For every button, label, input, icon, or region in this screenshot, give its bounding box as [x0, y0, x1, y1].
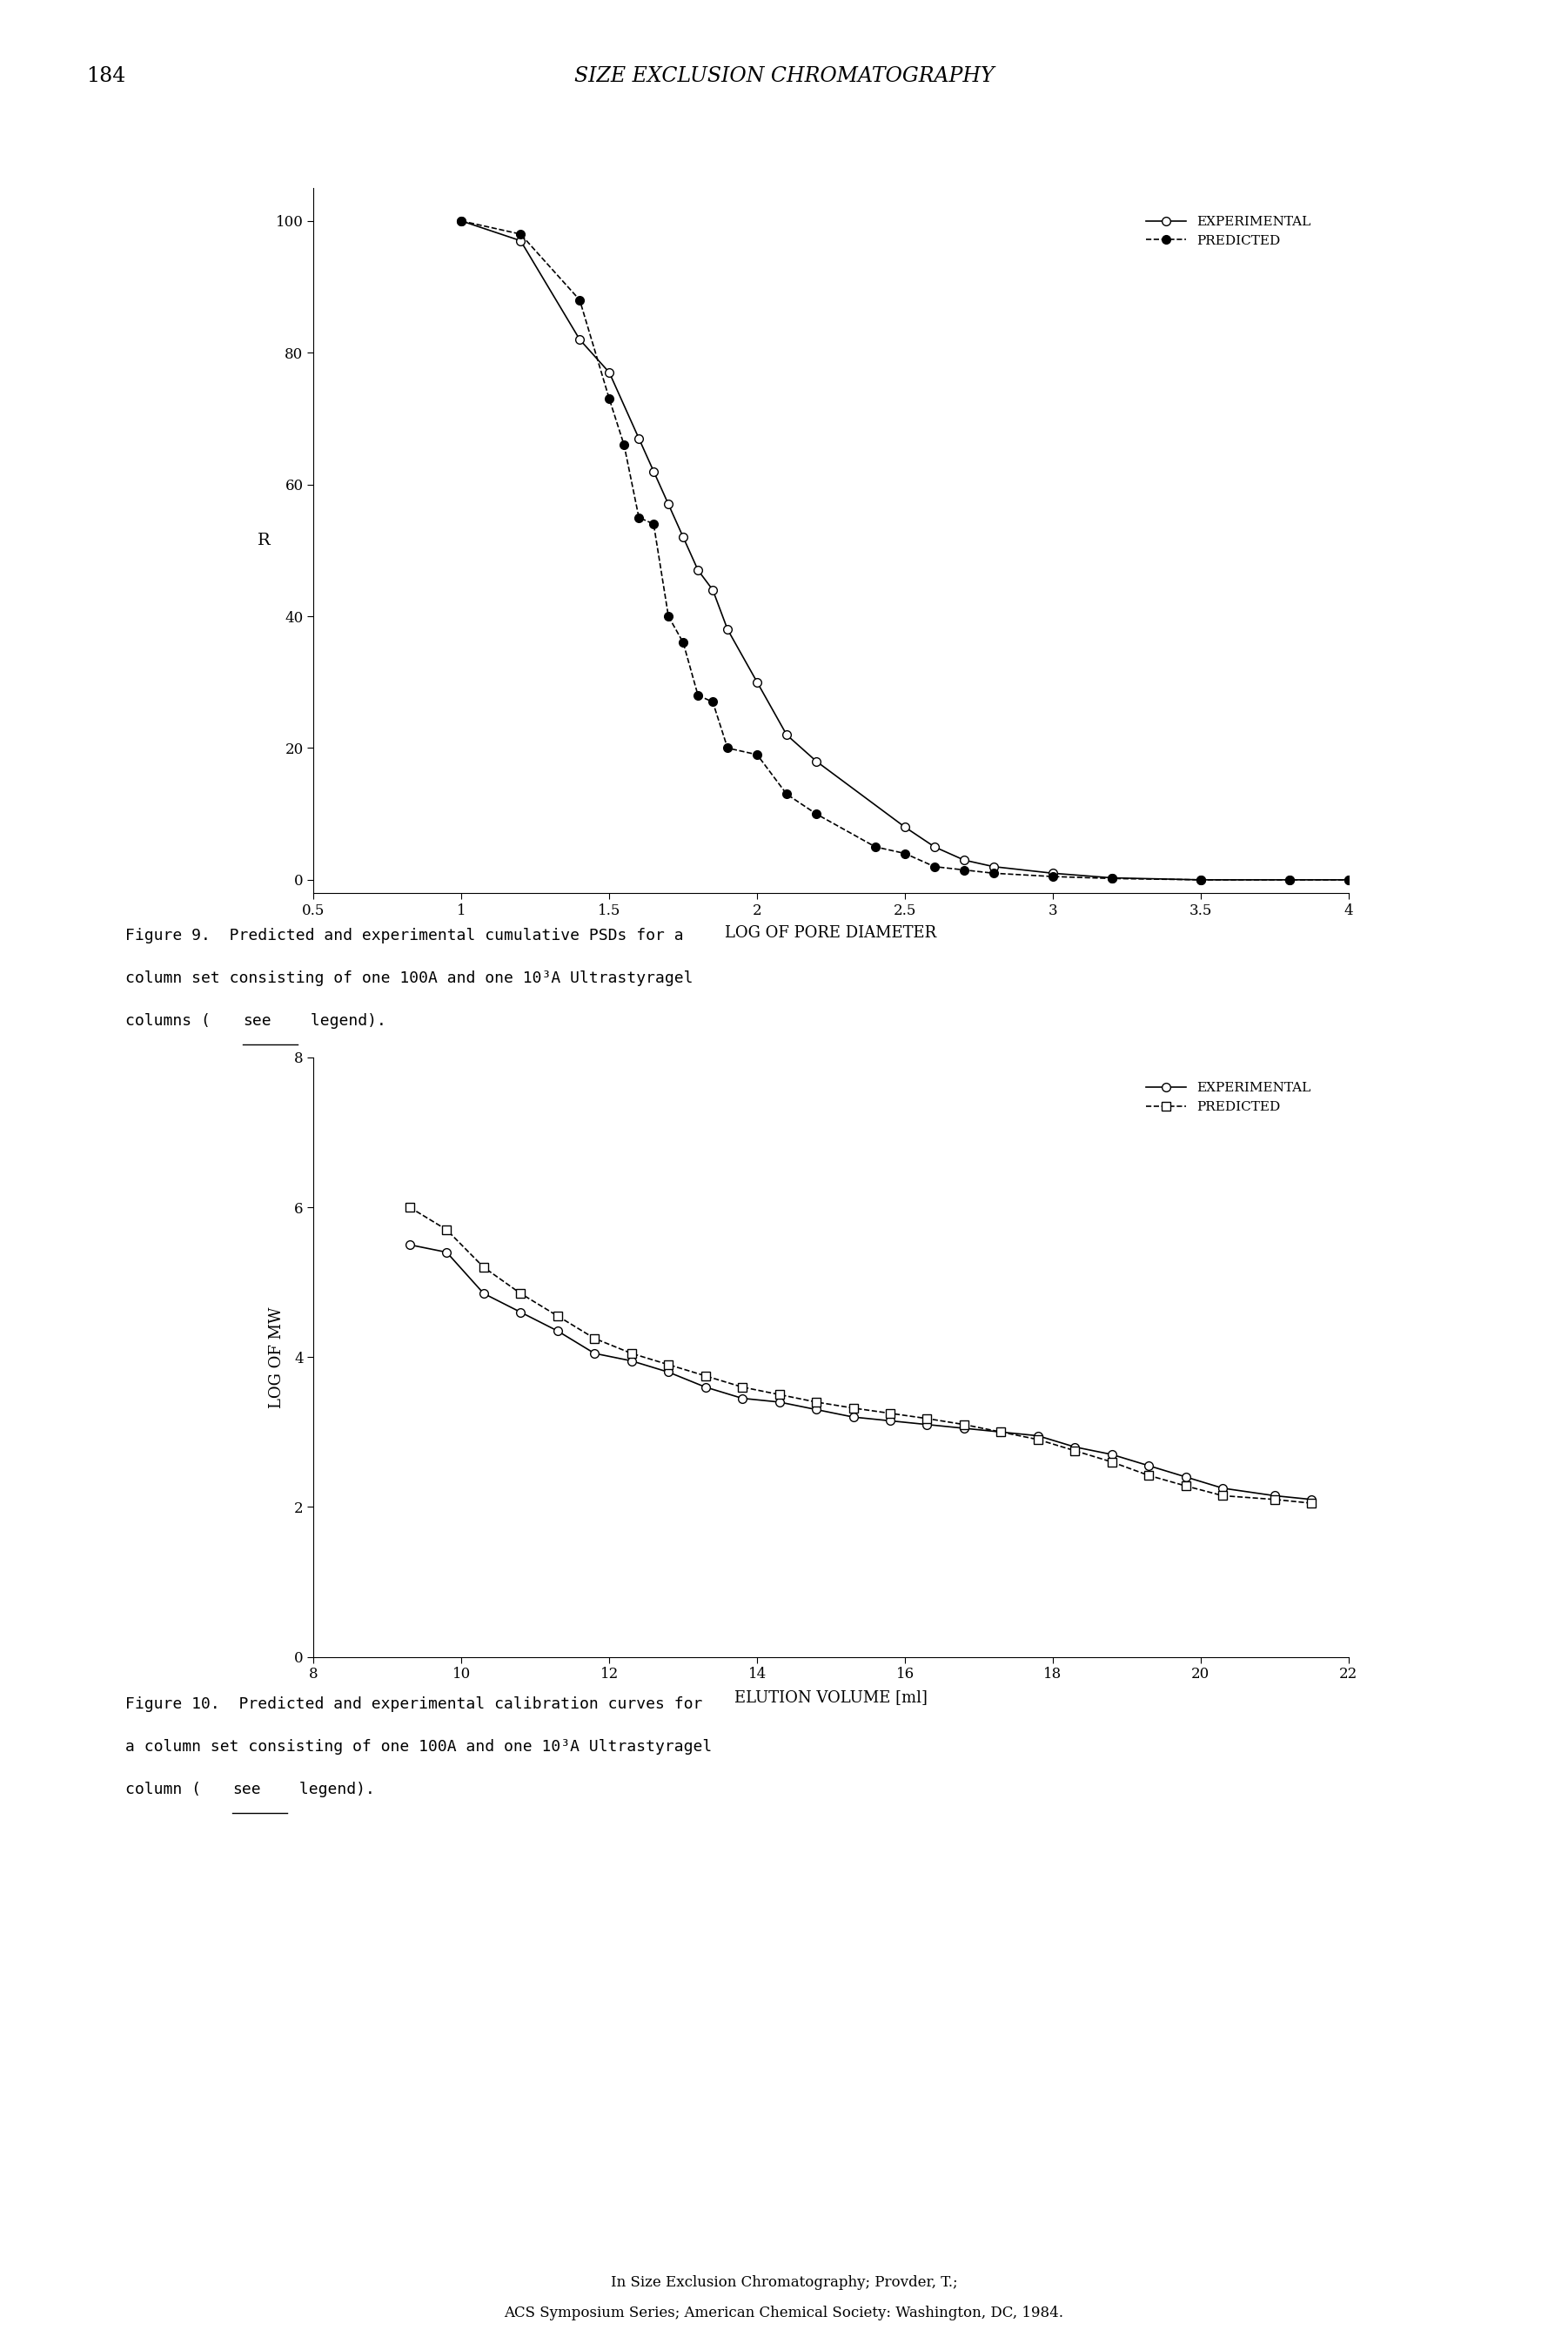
Text: SIZE EXCLUSION CHROMATOGRAPHY: SIZE EXCLUSION CHROMATOGRAPHY [574, 66, 994, 87]
X-axis label: LOG OF PORE DIAMETER: LOG OF PORE DIAMETER [726, 926, 936, 940]
Text: Figure 9.  Predicted and experimental cumulative PSDs for a: Figure 9. Predicted and experimental cum… [125, 928, 684, 945]
Legend: EXPERIMENTAL, PREDICTED: EXPERIMENTAL, PREDICTED [1146, 216, 1311, 247]
Y-axis label: R: R [257, 533, 270, 548]
Text: see: see [232, 1781, 260, 1798]
Text: legend).: legend). [301, 1013, 386, 1029]
Text: In Size Exclusion Chromatography; Provder, T.;: In Size Exclusion Chromatography; Provde… [610, 2275, 958, 2289]
Text: columns (: columns ( [125, 1013, 210, 1029]
Legend: EXPERIMENTAL, PREDICTED: EXPERIMENTAL, PREDICTED [1146, 1081, 1311, 1114]
Y-axis label: LOG OF MW: LOG OF MW [268, 1307, 284, 1408]
Text: 184: 184 [86, 66, 125, 87]
Text: legend).: legend). [290, 1781, 375, 1798]
Text: ACS Symposium Series; American Chemical Society: Washington, DC, 1984.: ACS Symposium Series; American Chemical … [505, 2305, 1063, 2319]
Text: Figure 10.  Predicted and experimental calibration curves for: Figure 10. Predicted and experimental ca… [125, 1697, 702, 1713]
Text: a column set consisting of one 100A and one 10³A Ultrastyragel: a column set consisting of one 100A and … [125, 1739, 712, 1755]
Text: column (: column ( [125, 1781, 201, 1798]
Text: column set consisting of one 100A and one 10³A Ultrastyragel: column set consisting of one 100A and on… [125, 971, 693, 987]
Text: see: see [243, 1013, 271, 1029]
X-axis label: ELUTION VOLUME [ml]: ELUTION VOLUME [ml] [734, 1690, 928, 1704]
